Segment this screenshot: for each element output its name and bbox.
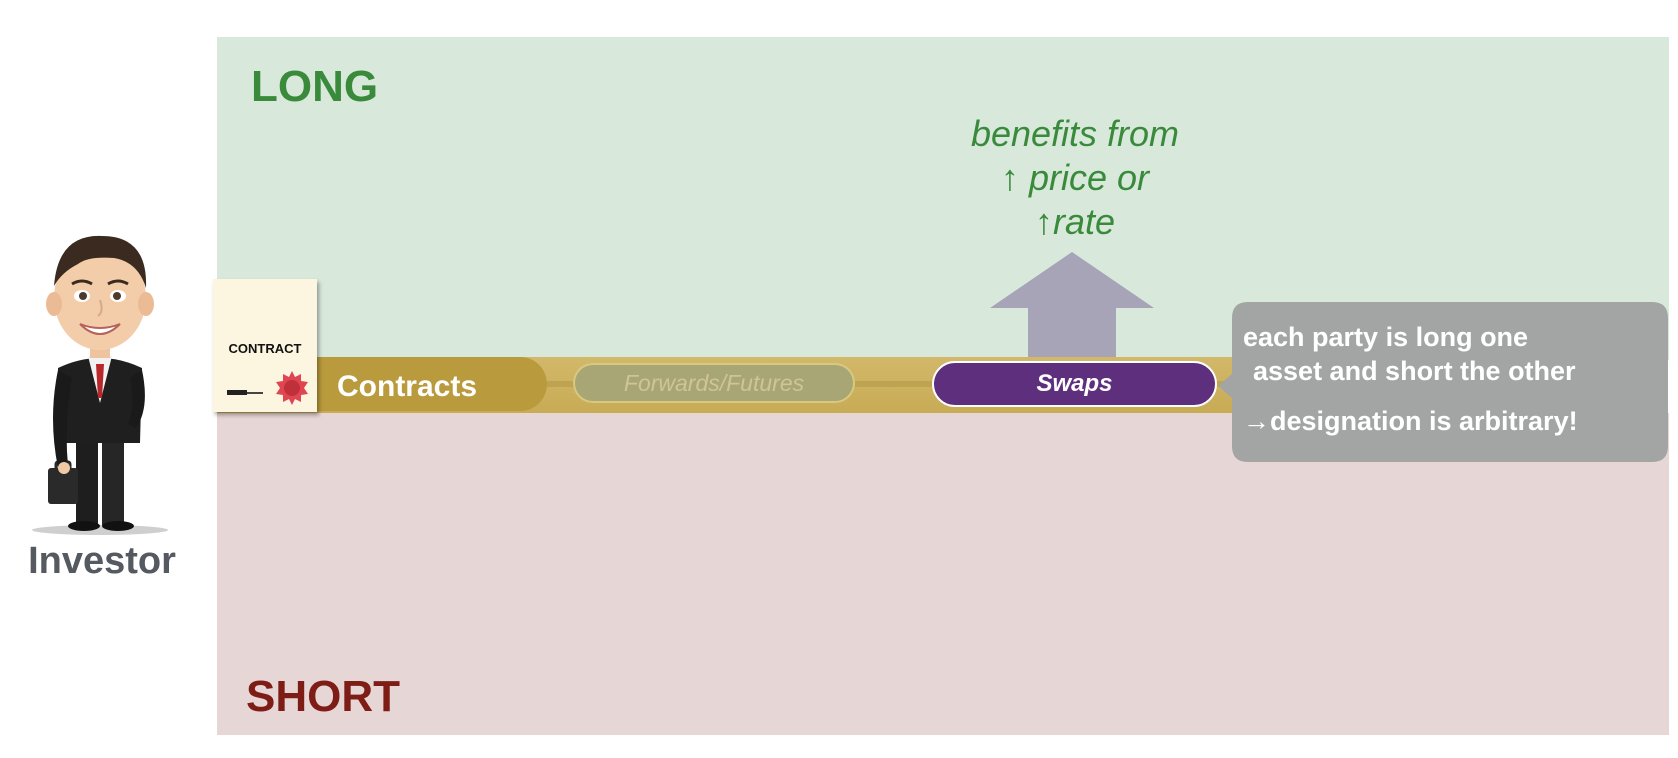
contracts-label: Contracts [337,370,478,403]
callout-line-1: each party is long one [1243,322,1529,352]
up-arrow-icon [990,252,1154,360]
callout-line-2: asset and short the other [1253,356,1576,386]
benefit-annotation: benefits from ↑ price or ↑rate [930,112,1220,244]
forwards-futures-label: Forwards/Futures [623,370,805,396]
callout-text: each party is long one asset and short t… [1243,320,1673,438]
swaps-pill[interactable] [932,361,1217,407]
long-label: LONG [251,62,379,111]
callout-line-3: →designation is arbitrary! [1243,406,1578,436]
forwards-futures-pill[interactable] [573,363,855,403]
seal-icon [276,371,308,405]
callout-bubble [1220,302,1668,462]
contracts-pill [300,357,547,411]
short-panel [217,413,1669,735]
band-line [545,381,1245,387]
contract-document: CONTRACT [213,279,317,412]
short-label: SHORT [246,672,400,721]
benefit-line-1: benefits from [970,113,1180,154]
benefit-line-2: ↑ price or [1000,157,1150,198]
contract-title: CONTRACT [228,341,302,356]
investor-avatar [32,235,168,535]
investor-label: Investor [28,540,176,582]
benefit-line-3: ↑rate [1034,201,1116,242]
signature-icon [227,390,263,395]
swaps-label: Swaps [1036,370,1113,397]
